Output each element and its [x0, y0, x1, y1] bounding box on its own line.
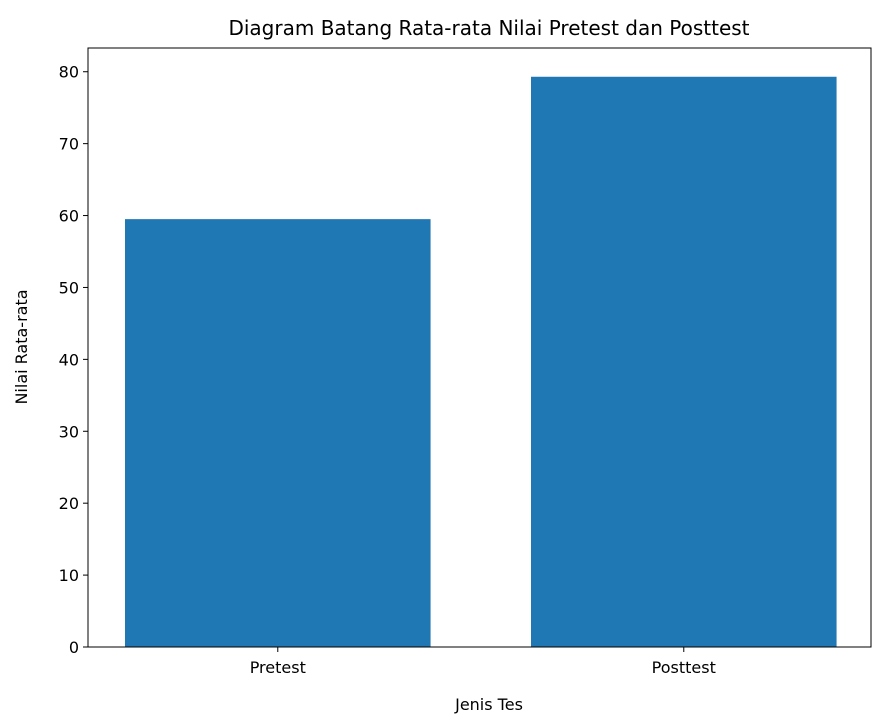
bar-pretest — [125, 219, 431, 647]
y-tick-label-40: 40 — [59, 350, 79, 369]
x-tick-label-posttest: Posttest — [652, 658, 716, 677]
y-tick-label-30: 30 — [59, 422, 79, 441]
bar-posttest — [531, 76, 837, 648]
x-tick-label-pretest: Pretest — [250, 658, 306, 677]
chart-title: Diagram Batang Rata-rata Nilai Pretest d… — [228, 16, 749, 40]
plot-area — [87, 47, 872, 648]
x-axis-label: Jenis Tes — [454, 695, 523, 714]
y-tick-label-50: 50 — [59, 278, 79, 297]
y-tick-label-70: 70 — [59, 135, 79, 154]
y-tick-label-80: 80 — [59, 63, 79, 82]
y-tick-label-20: 20 — [59, 494, 79, 513]
y-tick-label-60: 60 — [59, 207, 79, 226]
y-axis-label: Nilai Rata-rata — [12, 289, 31, 404]
y-axis: 0 10 20 30 40 50 60 70 80 — [59, 63, 88, 657]
y-tick-label-0: 0 — [69, 638, 79, 657]
x-axis: Pretest Posttest — [250, 647, 716, 677]
plot-frame — [87, 47, 872, 648]
y-tick-label-10: 10 — [59, 566, 79, 585]
